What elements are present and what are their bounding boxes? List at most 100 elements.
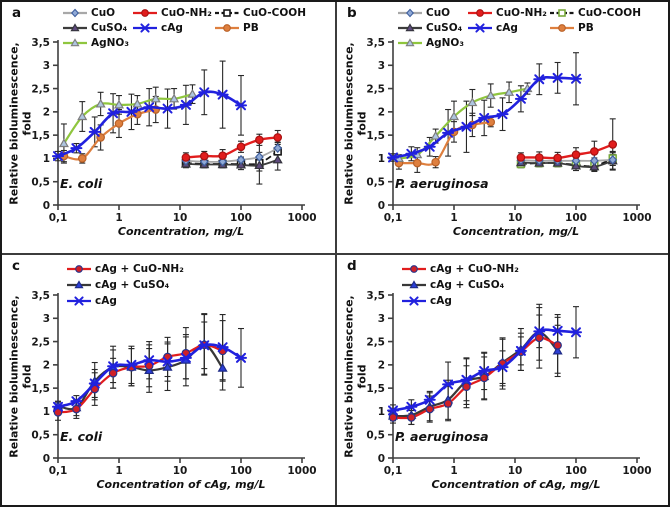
legend-item-cag: cAg: [467, 22, 549, 34]
axes: [53, 40, 305, 210]
x-tick-label: 100: [230, 465, 252, 477]
series-markers-cag: [52, 340, 247, 412]
legend-item-cag-cuo-nh: cAg + CuO-NH₂: [401, 263, 519, 275]
legend-item-cag: cAg: [401, 295, 519, 307]
y-tick-label: 2,5: [31, 336, 50, 348]
legend-label-agno: AgNO₃: [91, 37, 129, 49]
series-line-cag-cuo-nh: [57, 343, 224, 414]
plot-b: 0,1 1 10 100 1000 0 0,5 1 1,5 2 2,5 3 3,5: [366, 37, 651, 224]
legend-item-cuso: CuSO₄: [397, 22, 467, 34]
legend-label-cag: cAg: [95, 295, 117, 307]
legend-marker-agno: [398, 38, 422, 47]
legend-item-pb: PB: [549, 22, 641, 34]
legend-label-cuo: CuO: [426, 7, 451, 19]
series-line-cuo-nh: [520, 143, 614, 160]
y-tick-label: 0,5: [31, 177, 50, 189]
plot-a: 0,1 1 10 100 1000 0 0,5 1 1,5 2 2,5 3 3,5: [31, 37, 316, 224]
y-tick-label: 0: [378, 453, 385, 465]
legend-marker-cuso: [398, 23, 422, 32]
y-tick-label: 1: [378, 406, 385, 418]
legend-marker-pb: [215, 24, 239, 32]
x-tick-label: 10: [508, 212, 523, 224]
legend-marker-cuo-nh: [468, 9, 492, 17]
y-tick-label: 2: [378, 107, 385, 119]
x-axis-title-b: Concentration, mg/L: [452, 225, 580, 238]
legend-b: CuO CuO-NH₂ CuO-COOH CuSO₄ cAg PB AgNO₃: [397, 7, 641, 49]
series-line-cag-cuso: [57, 342, 224, 411]
panel-a: 0,1 1 10 100 1000 0 0,5 1 1,5 2 2,5 3 3,5 a CuO CuO-N…: [2, 2, 333, 251]
x-tick-label: 0,1: [49, 465, 68, 477]
y-tick-label: 2: [378, 360, 385, 372]
y-tick-label: 0,5: [366, 430, 385, 442]
y-tick-label: 3: [378, 60, 385, 72]
x-axis-title-d: Concentration of cAg, mg/L: [431, 478, 601, 491]
legend-d: cAg + CuO-NH₂ cAg + CuSO₄ cAg: [401, 263, 519, 307]
legend-label-cuso: CuSO₄: [91, 22, 128, 34]
organism-label-a: E. coli: [60, 176, 103, 191]
legend-marker-cag: [133, 23, 157, 33]
series-markers-agno: [58, 88, 198, 148]
x-tick-label: 1000: [622, 465, 651, 477]
panel-label-c: c: [12, 258, 21, 274]
legend-a: CuO CuO-NH₂ CuO-COOH CuSO₄ cAg PB AgNO₃: [62, 7, 306, 49]
legend-item-agno: AgNO₃: [397, 37, 467, 49]
series-markers-cag: [387, 72, 582, 163]
y-tick-label: 3: [43, 313, 50, 325]
y-tick-label: 3,5: [31, 37, 50, 49]
legend-marker-cuo: [398, 8, 422, 18]
legend-marker-cuo-nh: [133, 9, 157, 17]
y-tick-label: 1: [43, 406, 50, 418]
x-tick-label: 1: [115, 465, 122, 477]
x-tick-label: 1000: [287, 465, 316, 477]
x-tick-label: 1: [450, 465, 457, 477]
x-axis-title-c: Concentration of cAg, mg/L: [96, 478, 266, 491]
y-tick-label: 3,5: [31, 290, 50, 302]
legend-label-cag-cuso: cAg + CuSO₄: [95, 279, 170, 291]
x-tick-label: 0,1: [384, 212, 403, 224]
x-tick-label: 0,1: [384, 465, 403, 477]
legend-item-agno: AgNO₃: [62, 37, 132, 49]
legend-label-agno: AgNO₃: [426, 37, 464, 49]
y-tick-label: 2: [43, 107, 50, 119]
series-markers-agno: [393, 83, 533, 163]
legend-label-cag: cAg: [496, 22, 518, 34]
legend-label-cuo-cooh: CuO-COOH: [578, 7, 642, 19]
legend-marker-cuo-cooh: [215, 9, 239, 17]
legend-label-cuo-cooh: CuO-COOH: [243, 7, 307, 19]
axes: [388, 293, 640, 463]
x-tick-label: 10: [508, 465, 523, 477]
y-tick-label: 1,5: [31, 383, 50, 395]
legend-marker-cag-cuo-nh: [67, 265, 91, 273]
y-tick-label: 1: [378, 153, 385, 165]
plot-d: 0,1 1 10 100 1000 0 0,5 1 1,5 2 2,5 3 3,5: [366, 290, 651, 477]
y-tick-label: 0: [43, 200, 50, 212]
legend-marker-pb: [550, 24, 574, 32]
y-axis-title-a: Relative bioluminescence, fold: [7, 42, 34, 205]
series-errorbars-cuso: [517, 151, 616, 173]
legend-item-cag-cuo-nh: cAg + CuO-NH₂: [66, 263, 184, 275]
legend-item-cuo-cooh: CuO-COOH: [549, 7, 641, 19]
y-tick-label: 2: [43, 360, 50, 372]
panel-label-a: a: [12, 5, 22, 21]
legend-marker-cag-cuso: [402, 280, 426, 289]
y-tick-label: 2,5: [366, 83, 385, 95]
x-tick-label: 100: [565, 212, 587, 224]
organism-label-b: P. aeruginosa: [395, 176, 489, 191]
y-tick-label: 0: [43, 453, 50, 465]
y-tick-label: 1,5: [366, 383, 385, 395]
legend-item-cag-cuso: cAg + CuSO₄: [66, 279, 184, 291]
legend-item-cuo-cooh: CuO-COOH: [214, 7, 306, 19]
y-tick-label: 0,5: [366, 177, 385, 189]
legend-marker-cag: [468, 23, 492, 33]
legend-label-cag-cuo-nh: cAg + CuO-NH₂: [95, 263, 184, 275]
legend-label-cag: cAg: [430, 295, 452, 307]
legend-item-cag: cAg: [66, 295, 184, 307]
panel-label-b: b: [347, 5, 357, 21]
organism-label-c: E. coli: [60, 429, 103, 444]
series-markers-cag: [52, 87, 247, 162]
legend-label-cag: cAg: [161, 22, 183, 34]
organism-label-d: P. aeruginosa: [395, 429, 489, 444]
panel-c: 0,1 1 10 100 1000 0 0,5 1 1,5 2 2,5 3 3,5 c cAg + Cu…: [2, 255, 333, 504]
series-errorbars-cag: [390, 52, 579, 162]
